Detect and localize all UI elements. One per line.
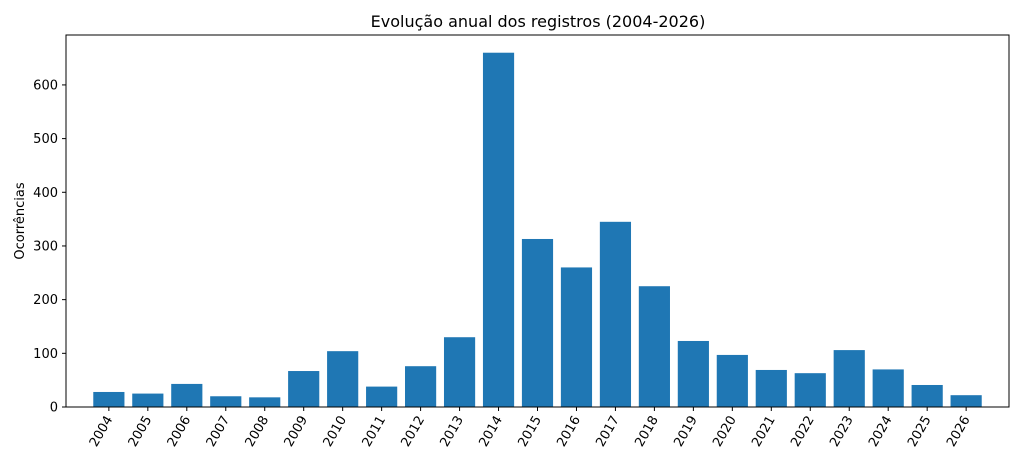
x-tick-label-2018: 2018 [632, 414, 662, 450]
bar-2020 [716, 354, 748, 407]
x-tick-label-2026: 2026 [944, 414, 974, 450]
y-tick-label-200: 200 [33, 293, 58, 308]
x-tick-label-2008: 2008 [243, 414, 273, 450]
y-tick-label-300: 300 [33, 239, 58, 254]
x-tick-label-2020: 2020 [710, 414, 740, 450]
y-tick-label-600: 600 [33, 78, 58, 93]
bar-2023 [833, 350, 865, 407]
bars-group [93, 52, 982, 408]
y-axis-label: Ocorrências [13, 182, 28, 259]
x-tick-label-2006: 2006 [165, 414, 195, 450]
bar-2021 [755, 369, 787, 407]
bar-2008 [249, 397, 281, 407]
bar-2024 [872, 369, 904, 407]
x-tick-label-2004: 2004 [87, 414, 117, 450]
x-axis-ticks: 2004 2005 2006 2007 2008 2009 2010 2011 2012 2013… [87, 407, 974, 450]
bar-2018 [638, 286, 670, 407]
bar-2026 [950, 395, 982, 407]
bar-2005 [132, 393, 164, 407]
bar-2006 [171, 383, 203, 407]
x-tick-label-2022: 2022 [788, 414, 818, 450]
x-tick-label-2021: 2021 [749, 414, 779, 450]
bar-2007 [210, 396, 242, 407]
bar-2011 [366, 386, 398, 407]
bar-2009 [288, 371, 320, 407]
x-tick-label-2015: 2015 [515, 414, 545, 450]
bar-2013 [443, 337, 476, 407]
bar-2022 [794, 373, 826, 407]
bar-2016 [560, 267, 593, 407]
bar-2014 [482, 52, 515, 408]
x-tick-label-2019: 2019 [671, 414, 701, 450]
x-tick-label-2005: 2005 [126, 414, 156, 450]
x-tick-label-2013: 2013 [437, 414, 467, 450]
bar-2015 [521, 238, 554, 407]
x-tick-label-2010: 2010 [321, 414, 351, 450]
bar-2017 [599, 221, 632, 407]
x-tick-label-2023: 2023 [827, 414, 857, 450]
x-tick-label-2025: 2025 [905, 414, 935, 450]
bar-2010 [327, 351, 359, 407]
y-axis-ticks: 0 100 200 300 400 500 600 [33, 78, 66, 416]
chart-title: Evolução anual dos registros (2004-2026) [371, 12, 706, 31]
x-tick-label-2009: 2009 [282, 414, 312, 450]
x-tick-label-2011: 2011 [360, 414, 390, 450]
x-tick-label-2016: 2016 [554, 414, 584, 450]
x-tick-label-2017: 2017 [593, 414, 623, 450]
plot-frame [65, 34, 1010, 408]
x-tick-label-2024: 2024 [866, 414, 896, 450]
bar-2012 [405, 366, 437, 407]
x-tick-label-2007: 2007 [204, 414, 234, 450]
y-tick-label-100: 100 [33, 347, 58, 362]
bar-2025 [911, 384, 943, 407]
y-tick-label-400: 400 [33, 186, 58, 201]
y-tick-label-0: 0 [50, 401, 58, 416]
x-tick-label-2012: 2012 [399, 414, 429, 450]
bar-2004 [93, 391, 125, 407]
x-tick-label-2014: 2014 [476, 414, 506, 450]
bar-2019 [677, 340, 709, 407]
y-tick-label-500: 500 [33, 132, 58, 147]
